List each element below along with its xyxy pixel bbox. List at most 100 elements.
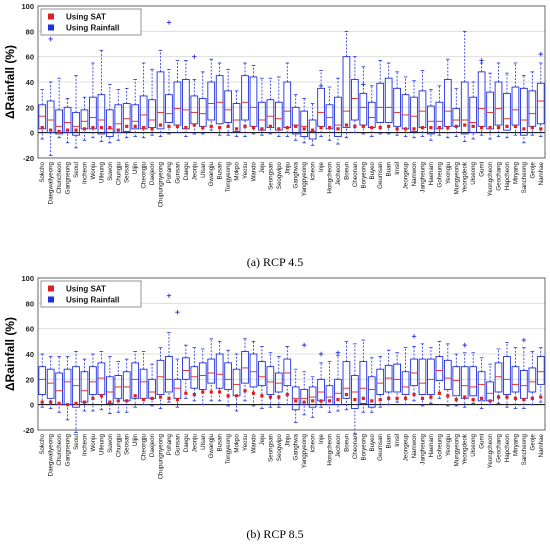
box	[232, 103, 241, 132]
caption-text: RCP 4.5	[263, 255, 304, 269]
sat-marker	[260, 394, 264, 398]
box	[55, 109, 63, 135]
x-tick-label: Buyeo	[369, 161, 376, 179]
x-tick-label: Jinju	[284, 161, 291, 174]
box	[224, 362, 232, 390]
outlier-marker	[462, 342, 467, 348]
sat-marker	[268, 395, 272, 399]
box	[410, 358, 418, 387]
sat-marker	[403, 127, 408, 131]
box	[536, 82, 545, 125]
x-tick-label: Namwon	[411, 433, 418, 458]
x-tick-label: Yeongdeok	[462, 433, 469, 465]
x-tick-label: Incheon	[81, 161, 88, 184]
sat-marker	[82, 127, 87, 131]
sat-marker	[412, 392, 416, 397]
x-tick-label: Mokpo	[234, 161, 241, 180]
sat-marker	[505, 124, 509, 128]
x-tick-label: Geoje	[529, 161, 536, 178]
plot-frame	[37, 5, 546, 159]
x-tick-label: Gumi	[479, 162, 486, 177]
x-tick-label: Yangpyeong	[301, 161, 308, 196]
box	[165, 94, 173, 123]
y-tick-label: 80	[26, 27, 34, 36]
x-tick-label: Geoje	[529, 433, 536, 450]
box	[469, 366, 478, 397]
sat-marker	[361, 396, 365, 400]
box	[376, 82, 385, 123]
box	[165, 356, 173, 393]
sat-marker	[91, 126, 95, 130]
box	[503, 92, 511, 131]
box	[131, 362, 140, 399]
x-tick-label: Chupungnyeong	[158, 433, 165, 479]
y-tick-label: 40	[26, 350, 34, 359]
sat-marker	[429, 395, 433, 399]
y-tick-label: 0	[30, 401, 34, 410]
sat-marker	[378, 398, 382, 402]
x-tick-label: Daegu	[183, 161, 190, 180]
x-tick-label: Geumsan	[377, 161, 384, 188]
x-tick-label: Jangheung	[419, 433, 426, 464]
x-tick-label: Goheung	[436, 433, 443, 459]
x-tick-label: Inje	[318, 161, 325, 172]
sat-marker	[429, 126, 433, 130]
x-tick-label: Gunsan	[174, 161, 181, 183]
chart-panel-rcp45: -20 0 20 40 60 80 100 ΔRainfall (%) Sokcho Daegwa…	[0, 0, 550, 272]
x-tick-label: Gwangju	[208, 161, 215, 186]
x-tick-label: Pohang	[166, 161, 173, 183]
x-tick-label: Seogwipo	[276, 433, 283, 461]
sat-marker	[116, 128, 120, 132]
x-tick-label: Namwon	[411, 161, 418, 186]
outlier-marker	[48, 36, 53, 42]
sat-marker	[294, 399, 298, 403]
box	[190, 366, 199, 389]
chart-panel-rcp85: -20 0 20 40 60 80 100 ΔRainfall (%) Sokcho Daegwa…	[0, 272, 550, 544]
sat-marker	[463, 395, 467, 399]
box	[215, 353, 224, 389]
sat-marker	[125, 399, 129, 403]
x-tick-label: Mungyeong	[453, 161, 460, 194]
sat-marker	[395, 127, 399, 131]
box	[469, 96, 478, 134]
legend-box	[40, 280, 142, 308]
legend-label: Using Rainfall	[66, 296, 119, 305]
sat-marker	[522, 127, 526, 131]
y-tick-label: 20	[26, 375, 34, 384]
box	[494, 362, 503, 393]
x-tick-label: Daegwallyeong	[48, 433, 55, 476]
box	[494, 81, 503, 126]
x-tick-label: Uljin	[132, 433, 139, 446]
x-tick-label: Jeonju	[191, 433, 198, 452]
x-tick-label: Seongsan	[267, 161, 274, 189]
y-tick-label: 80	[26, 299, 34, 308]
sat-marker	[311, 128, 315, 132]
box	[334, 96, 342, 137]
sat-marker	[412, 127, 416, 131]
sat-marker	[302, 127, 306, 131]
box	[393, 87, 401, 127]
sat-marker	[82, 400, 87, 404]
x-tick-label: Ulleung	[98, 433, 105, 455]
box	[156, 359, 165, 395]
x-tick-label: Chungju	[115, 161, 122, 185]
box	[410, 96, 418, 132]
box	[536, 356, 545, 385]
x-tick-label: Imsil	[394, 434, 401, 447]
sat-marker	[226, 124, 230, 128]
sat-marker	[480, 396, 484, 400]
sat-marker	[243, 389, 247, 393]
x-tick-label: Jeongeup	[403, 433, 410, 461]
outlier-marker	[479, 58, 484, 63]
x-tick-label: Uljin	[132, 161, 139, 174]
x-tick-label: Gwangju	[208, 433, 215, 458]
x-tick-label: Cheongju	[141, 161, 148, 188]
x-tick-label: Wonju	[90, 433, 97, 451]
sat-marker	[116, 399, 120, 403]
box	[401, 371, 410, 395]
sat-marker	[184, 391, 188, 395]
x-tick-label: Pohang	[166, 433, 173, 455]
y-tick-label: 40	[26, 78, 34, 87]
sat-marker	[201, 390, 205, 394]
x-tick-label: Namhae	[538, 433, 545, 457]
